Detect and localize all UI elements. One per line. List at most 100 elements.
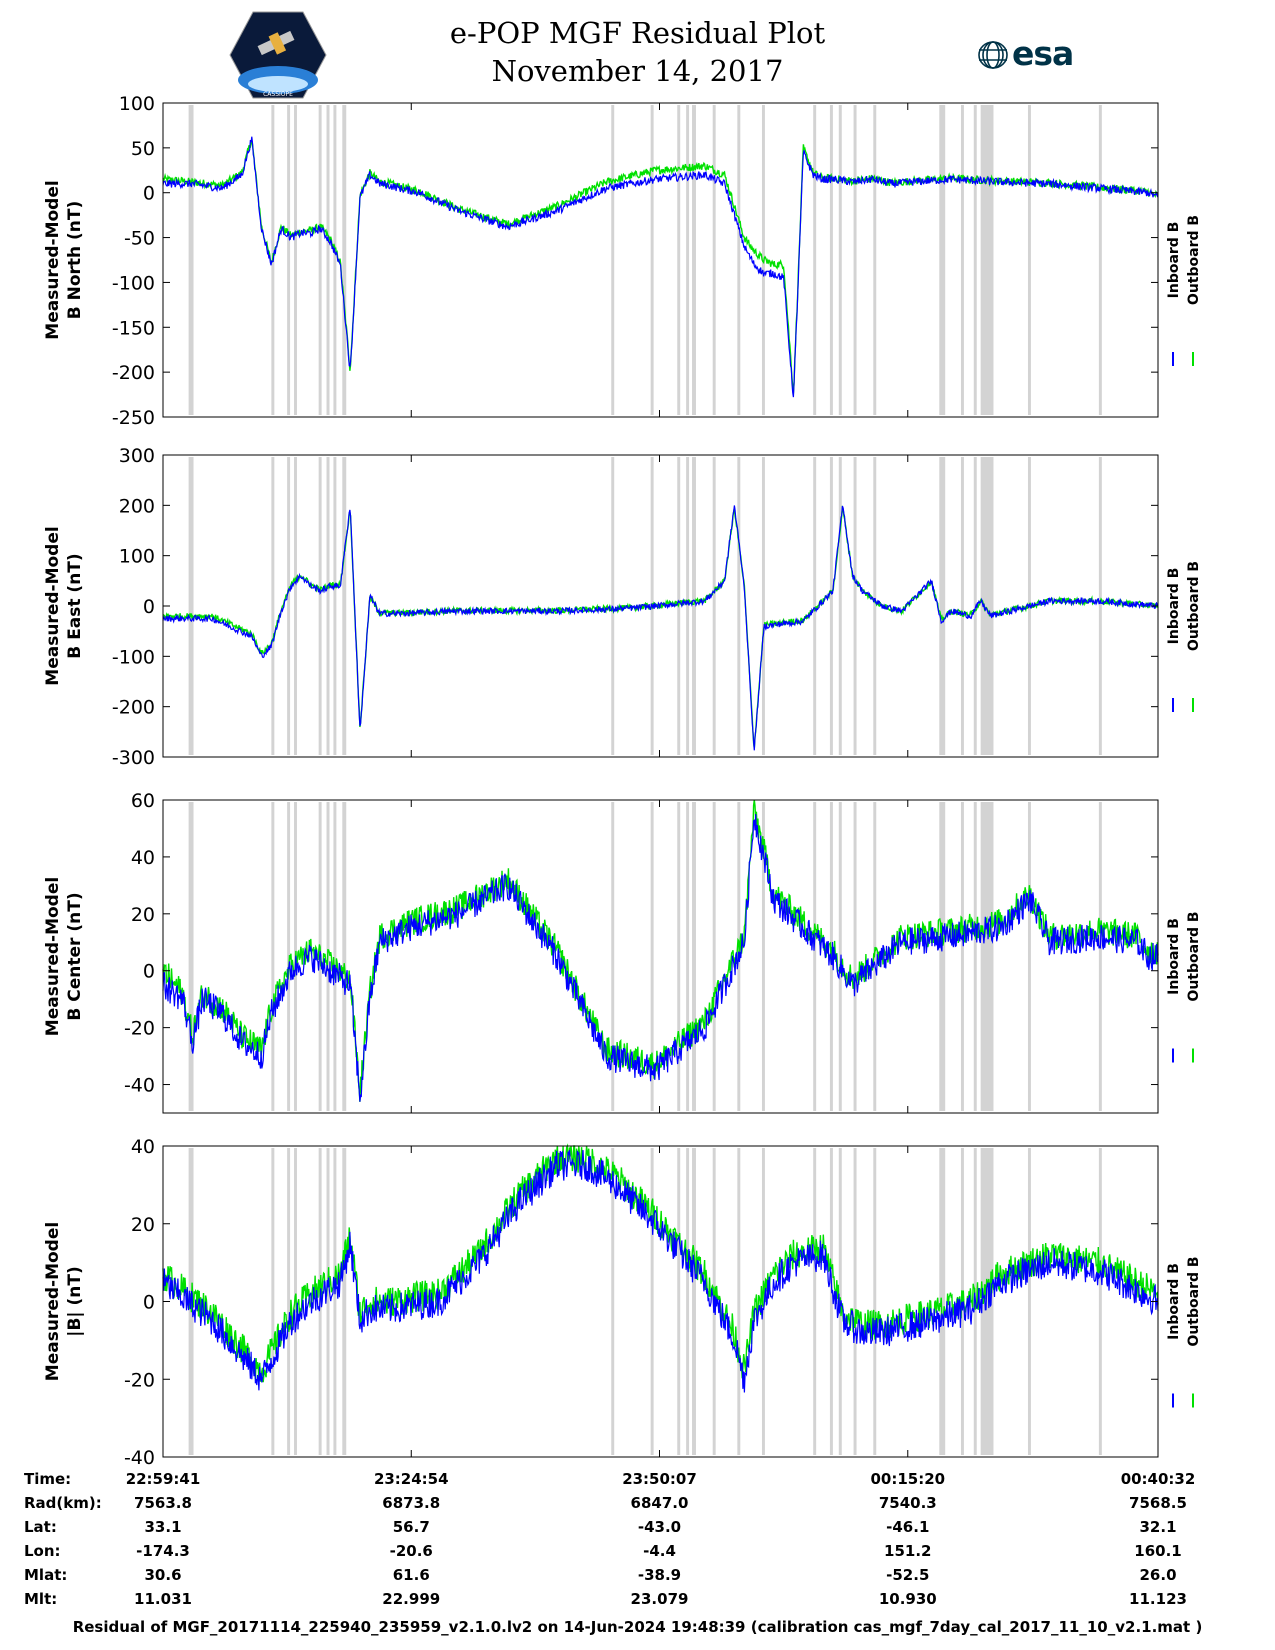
data-gap-band [813,1148,817,1455]
ephemeris-value: 23.079 [630,1590,689,1608]
data-gap-band [712,105,716,415]
outboard-b-series-panel-2 [162,505,1159,749]
data-gap-band [712,457,716,755]
title-line-1: e-POP MGF Residual Plot [449,16,826,50]
plot-title: e-POP MGF Residual Plot November 14, 201… [0,14,1275,90]
legend: Inboard B Outboard B [1166,215,1202,305]
data-gap-band [692,105,696,415]
data-gap-band [813,802,817,1111]
legend-outboard-label: Outboard B [1186,561,1202,651]
data-gap-band [853,802,857,1111]
legend-outboard-label: Outboard B [1186,1256,1202,1346]
data-gap-band [342,1148,347,1455]
data-gap-band [333,457,337,755]
data-gap-band [829,457,833,755]
ephemeris-value: 6847.0 [630,1494,689,1512]
data-gap-band [188,105,194,415]
outboard-b-series-panel-4 [162,1143,1159,1383]
data-gap-band [611,1148,615,1455]
ephemeris-value: -4.4 [643,1542,676,1560]
ephemeris-value: 00:15:20 [870,1470,946,1488]
cassiope-logo: CASSIOPE [229,11,327,99]
data-gap-band [712,802,716,1111]
ephemeris-value: 32.1 [1139,1518,1177,1536]
legend-inboard-label: Inboard B [1166,568,1182,645]
ephemeris-value: 160.1 [1134,1542,1182,1560]
data-gap-band [838,802,842,1111]
y-tick-label: 20 [131,1214,155,1236]
legend-inboard-label: Inboard B [1166,1263,1182,1340]
data-gap-band [188,457,194,755]
data-gap-band [692,802,696,1111]
esa-logo-text: esa [1012,34,1074,73]
panel-4: 40 20 0 -20 -40 Measured-Model |B| (nT) Inboard… [43,1136,1202,1469]
data-gap-band [287,802,291,1111]
y-tick-label: 40 [131,847,155,869]
data-gap-band [980,802,994,1111]
footer-caption: Residual of MGF_20171114_225940_235959_v… [72,1618,1203,1636]
data-gap-band [686,105,690,415]
y-tick-label: 60 [131,790,155,812]
data-gap-band [333,105,337,415]
y-tick-label: -50 [124,228,155,250]
data-gap-band [838,105,842,415]
data-gap-band [829,105,833,415]
legend-outboard-label: Outboard B [1186,215,1202,305]
data-gap-band [342,802,347,1111]
data-gap-band [326,105,330,415]
ephemeris-value: 61.6 [392,1566,430,1584]
ephemeris-value: 22.999 [382,1590,441,1608]
y-tick-label: -40 [124,1447,155,1469]
inboard-b-series-panel-4 [162,1150,1159,1393]
data-gap-band [188,802,194,1111]
ephemeris-value: 33.1 [144,1518,182,1536]
data-gap-band [686,1148,690,1455]
data-gap-band [318,457,322,755]
data-gap-band [960,105,964,415]
data-gap-band [813,105,817,415]
y-tick-label: 20 [131,904,155,926]
legend-outboard-label: Outboard B [1186,911,1202,1001]
data-gap-band [973,105,977,415]
data-gap-band [939,1148,946,1455]
data-gap-band [677,105,681,415]
y-tick-label: -150 [112,317,155,339]
ephemeris-row-label: Mlt: [24,1590,58,1608]
data-gap-band [650,1148,654,1455]
data-gap-band [650,105,654,415]
data-gap-band [326,457,330,755]
data-gap-band [611,105,615,415]
data-gap-band [686,802,690,1111]
data-gap-band [873,1148,877,1455]
ephemeris-value: 00:40:32 [1120,1470,1196,1488]
ephemeris-value: 7540.3 [878,1494,937,1512]
y-tick-label: -100 [112,646,155,668]
data-gap-band [973,802,977,1111]
ephemeris-value: -20.6 [389,1542,433,1560]
plot-frame [162,102,1159,418]
data-gap-band [342,105,347,415]
data-gap-band [271,457,275,755]
ephemeris-row-label: Rad(km): [24,1494,102,1512]
ephemeris-row-label: Lat: [24,1518,57,1536]
data-gap-band [960,457,964,755]
data-gap-band [737,1148,741,1455]
data-gap-band [980,105,994,415]
ephemeris-value: 7568.5 [1129,1494,1187,1512]
ephemeris-row-label: Lon: [24,1542,61,1560]
y-tick-label: 100 [119,93,155,115]
data-gap-band [873,105,877,415]
ephemeris-value: 11.031 [134,1590,192,1608]
ephemeris-value: -52.5 [886,1566,930,1584]
data-gap-band [853,105,857,415]
y-tick-label: 0 [143,183,155,205]
y-axis-label: Measured-Model B Center (nT) [43,877,85,1036]
data-gap-band [1027,1148,1031,1455]
inboard-b-series-panel-2 [162,505,1159,751]
ephemeris-row-label: Mlat: [24,1566,68,1584]
data-gap-band [692,1148,696,1455]
legend: Inboard B Outboard B [1166,911,1202,1001]
y-axis-label: Measured-Model B East (nT) [43,526,85,685]
data-gap-band [326,1148,330,1455]
ephemeris-value: 7563.8 [134,1494,192,1512]
